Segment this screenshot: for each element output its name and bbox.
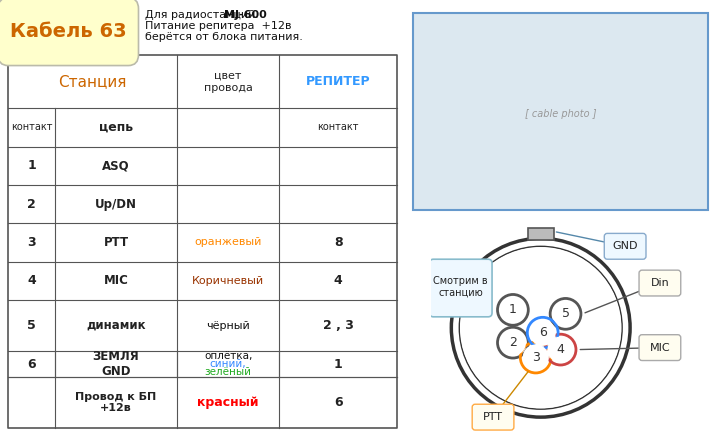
Text: чёрный: чёрный	[206, 320, 250, 330]
Text: контакт: контакт	[317, 122, 359, 132]
Circle shape	[523, 344, 549, 371]
Text: контакт: контакт	[11, 122, 53, 132]
FancyBboxPatch shape	[639, 270, 681, 296]
Text: PTT: PTT	[483, 412, 503, 422]
Text: PTT: PTT	[104, 236, 128, 249]
Text: GND: GND	[612, 241, 638, 251]
FancyBboxPatch shape	[639, 335, 681, 361]
Text: оранжевый: оранжевый	[195, 237, 262, 247]
Text: Кабель 63: Кабель 63	[9, 22, 126, 41]
Text: 1: 1	[334, 357, 342, 371]
Text: оплётка,: оплётка,	[204, 351, 252, 361]
Text: цвет
провода: цвет провода	[204, 70, 252, 93]
Text: Провод к БП
+12в: Провод к БП +12в	[76, 392, 156, 413]
Text: 8: 8	[334, 236, 342, 249]
Text: 6: 6	[334, 396, 342, 409]
Text: 1: 1	[27, 159, 36, 172]
Text: MJ-600: MJ-600	[224, 10, 267, 20]
Text: 5: 5	[562, 307, 570, 320]
Text: синий,: синий,	[210, 359, 247, 369]
Text: Up/DN: Up/DN	[95, 198, 137, 211]
Text: 6: 6	[27, 357, 36, 371]
Text: 4: 4	[27, 274, 36, 287]
Text: ЗЕМЛЯ
GND: ЗЕМЛЯ GND	[93, 350, 139, 378]
FancyBboxPatch shape	[528, 229, 554, 240]
Text: 3: 3	[27, 236, 36, 249]
Text: динамик: динамик	[87, 319, 146, 332]
Text: [ cable photo ]: [ cable photo ]	[525, 109, 596, 118]
Text: ASQ: ASQ	[102, 159, 130, 172]
Text: 4: 4	[334, 274, 342, 287]
Text: 2 , 3: 2 , 3	[323, 319, 353, 332]
Text: .: .	[255, 10, 259, 20]
Text: 4: 4	[557, 343, 565, 356]
Text: красный: красный	[198, 396, 259, 409]
FancyBboxPatch shape	[413, 13, 707, 210]
Text: 5: 5	[27, 319, 36, 332]
Circle shape	[530, 319, 556, 346]
FancyBboxPatch shape	[604, 233, 646, 259]
Text: берётся от блока питания.: берётся от блока питания.	[145, 32, 303, 42]
Text: Смотрим в
станцию: Смотрим в станцию	[433, 276, 488, 298]
Circle shape	[552, 301, 579, 327]
Text: 2: 2	[509, 336, 517, 349]
FancyBboxPatch shape	[430, 259, 492, 317]
Text: 6: 6	[539, 326, 547, 339]
Text: 2: 2	[27, 198, 36, 211]
Text: Din: Din	[650, 278, 669, 288]
Text: Коричневый: Коричневый	[192, 276, 264, 286]
Text: цепь: цепь	[99, 121, 133, 134]
Circle shape	[500, 297, 526, 323]
Text: 3: 3	[532, 351, 540, 364]
Circle shape	[547, 336, 574, 363]
Text: Станция: Станция	[58, 74, 127, 89]
Text: Питание репитера  +12в: Питание репитера +12в	[145, 21, 291, 31]
Circle shape	[500, 329, 526, 356]
Circle shape	[460, 247, 622, 408]
Text: РЕПИТЕР: РЕПИТЕР	[306, 75, 371, 88]
FancyBboxPatch shape	[472, 404, 514, 430]
Text: зелёный: зелёный	[205, 367, 252, 377]
Text: 1: 1	[509, 303, 517, 316]
FancyBboxPatch shape	[0, 0, 138, 66]
Text: MIC: MIC	[650, 343, 671, 353]
Text: Для радиостанций: Для радиостанций	[145, 10, 262, 20]
Text: MIC: MIC	[104, 274, 128, 287]
